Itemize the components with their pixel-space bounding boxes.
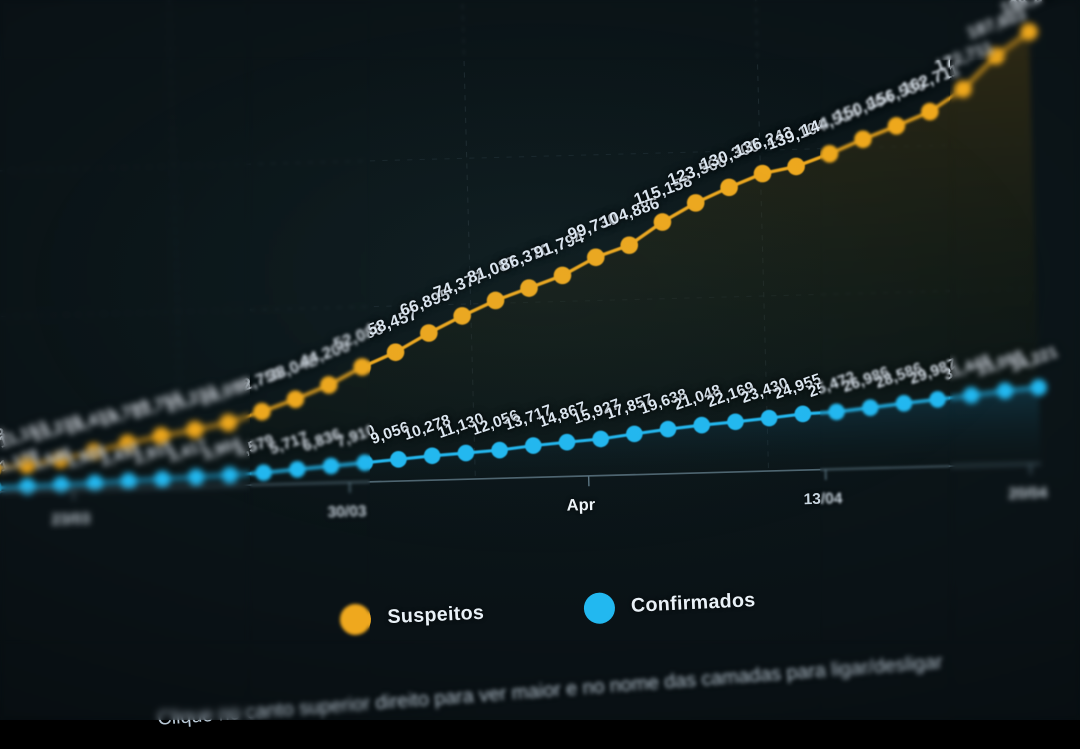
legend-item-suspeitos[interactable]: Suspeitos: [339, 598, 485, 636]
legend-swatch-confirmados: [583, 592, 615, 624]
x-tick-label: 30/03: [327, 503, 366, 522]
legend-item-confirmados[interactable]: Confirmados: [583, 585, 757, 624]
legend-swatch-suspeitos: [339, 603, 371, 635]
x-tick-label: Apr: [566, 496, 595, 515]
x-tick-label: 13/04: [803, 490, 842, 509]
legend-label-confirmados: Confirmados: [630, 590, 756, 619]
legend-label-suspeitos: Suspeitos: [387, 602, 485, 629]
x-tick-label: 23/03: [51, 510, 90, 529]
x-tick-label: 20/04: [1008, 484, 1047, 503]
